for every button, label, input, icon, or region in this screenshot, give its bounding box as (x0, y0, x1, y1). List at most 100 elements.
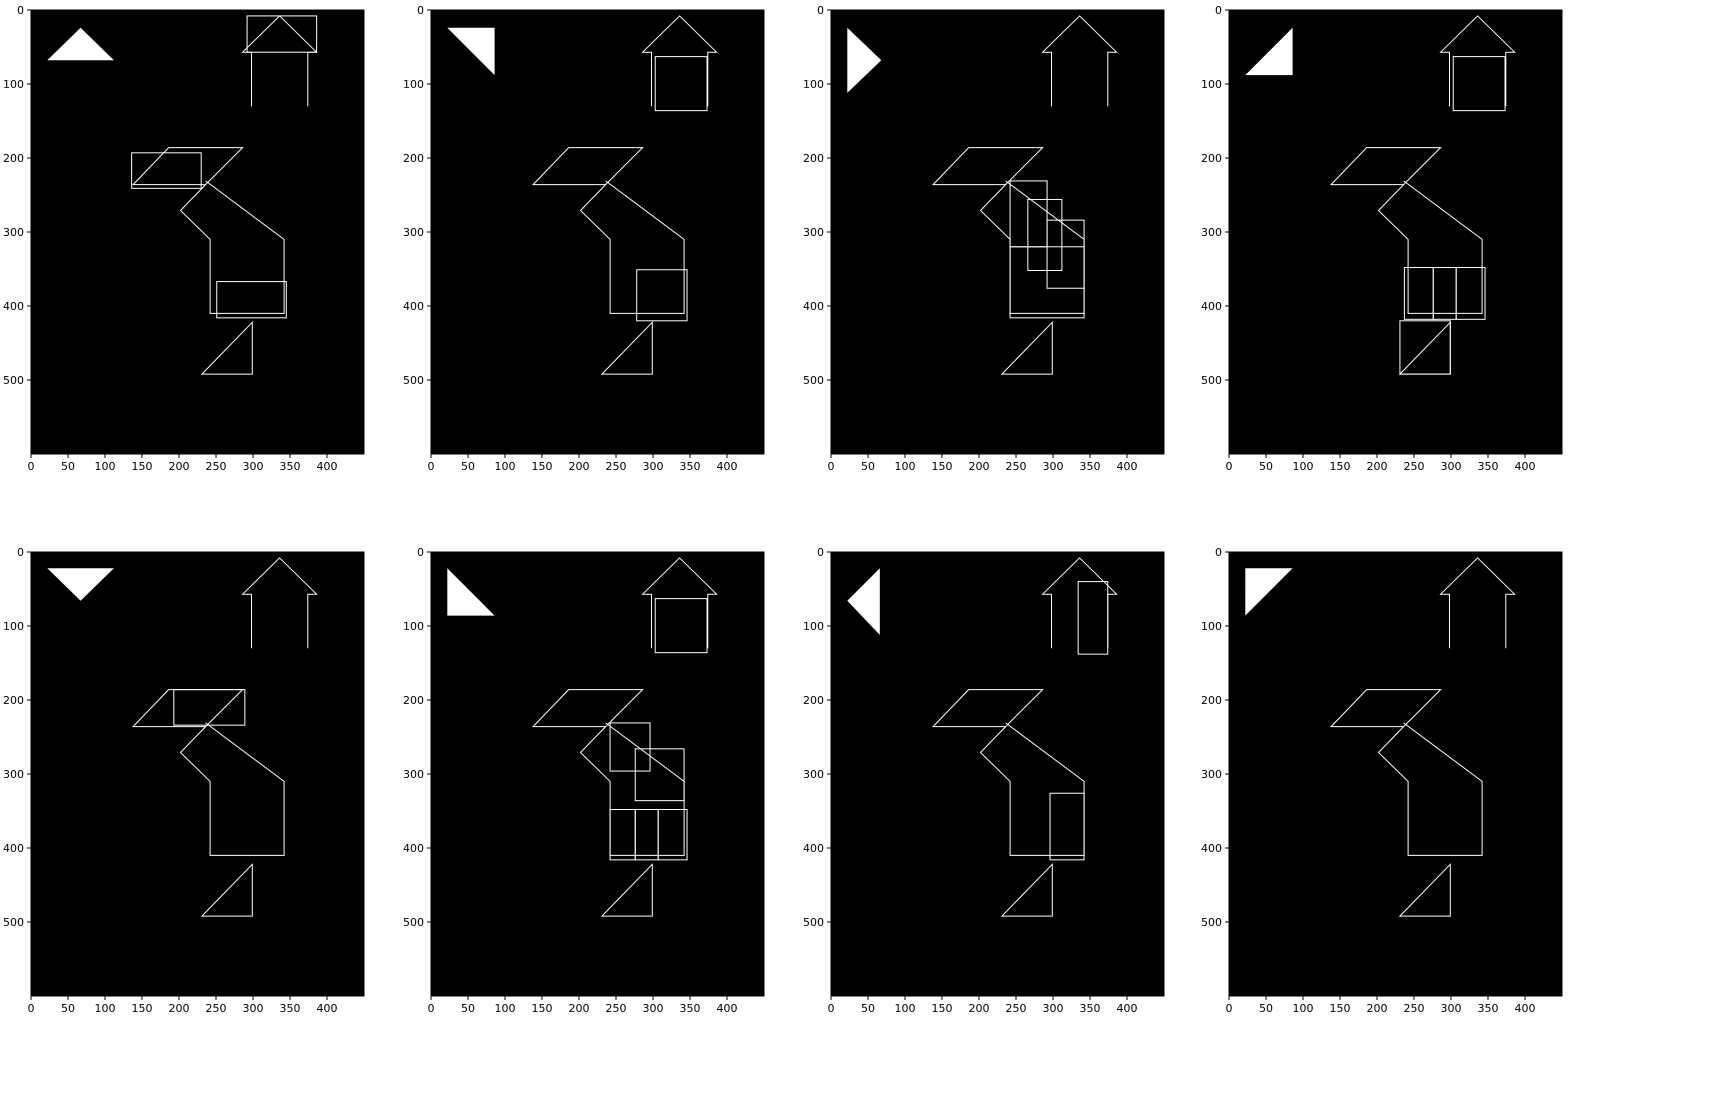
x-tick-label: 0 (428, 460, 435, 473)
panel-6: 0 50 100 150 200 250 300 350 400 0 100 200 300 400 500 (403, 546, 765, 1015)
x-tick-label: 300 (1043, 460, 1064, 473)
y-tick-label: 500 (803, 374, 824, 387)
x-tick-label: 100 (1293, 1002, 1314, 1015)
house-outline (641, 15, 718, 107)
x-tick-label: 0 (28, 1002, 35, 1015)
y-tick-label: 300 (1201, 768, 1222, 781)
x-tick-label: 250 (206, 460, 227, 473)
x-tick-label: 100 (495, 1002, 516, 1015)
plot-background (431, 10, 764, 454)
house-outline (1439, 15, 1516, 107)
y-tick-label: 300 (803, 226, 824, 239)
plot-background (831, 10, 1164, 454)
y-tick-label: 0 (417, 546, 424, 559)
y-tick-label: 400 (803, 300, 824, 313)
x-tick-label: 350 (680, 1002, 701, 1015)
plot-background (31, 552, 364, 996)
x-tick-label: 100 (95, 1002, 116, 1015)
x-tick-label: 100 (495, 460, 516, 473)
y-tick-label: 0 (417, 4, 424, 17)
y-tick-label: 0 (817, 546, 824, 559)
x-tick-label: 200 (969, 460, 990, 473)
x-tick-label: 0 (28, 460, 35, 473)
x-tick-label: 250 (1006, 1002, 1027, 1015)
candidate-box (1455, 267, 1486, 320)
x-tick-label: 300 (243, 1002, 264, 1015)
x-tick-label: 50 (461, 460, 475, 473)
candidate-box (1049, 792, 1085, 861)
candidate-box (1399, 320, 1451, 375)
candidate-box (131, 152, 202, 189)
y-tick-label: 300 (1201, 226, 1222, 239)
panel-8: 0 50 100 150 200 250 300 350 400 0 100 200 300 400 500 (1201, 546, 1563, 1015)
x-tick-label: 200 (1367, 1002, 1388, 1015)
y-tick-label: 300 (803, 768, 824, 781)
x-tick-label: 300 (1043, 1002, 1064, 1015)
x-tick-label: 150 (132, 1002, 153, 1015)
x-tick-label: 400 (317, 460, 338, 473)
y-tick-label: 300 (3, 226, 24, 239)
y-tick-label: 400 (803, 842, 824, 855)
x-tick-label: 400 (1515, 460, 1536, 473)
small-triangle-outline (1398, 863, 1451, 917)
plot-background (31, 10, 364, 454)
small-triangle-outline (200, 863, 253, 917)
y-tick-label: 300 (403, 768, 424, 781)
x-tick-label: 200 (569, 1002, 590, 1015)
x-tick-label: 0 (828, 460, 835, 473)
x-tick-label: 100 (895, 460, 916, 473)
y-tick-label: 500 (3, 374, 24, 387)
small-triangle-outline (600, 863, 653, 917)
panel-4: 0 50 100 150 200 250 300 350 400 0 100 200 300 400 500 (1201, 4, 1563, 473)
x-tick-label: 250 (606, 1002, 627, 1015)
y-tick-label: 400 (3, 300, 24, 313)
x-tick-label: 300 (1441, 460, 1462, 473)
x-tick-label: 300 (243, 460, 264, 473)
x-tick-label: 0 (1226, 460, 1233, 473)
candidate-box (1452, 56, 1506, 112)
plot-background (1229, 10, 1562, 454)
y-tick-label: 0 (1215, 546, 1222, 559)
y-tick-label: 500 (3, 916, 24, 929)
small-triangle-outline (1000, 321, 1053, 375)
house-outline (1439, 557, 1516, 649)
x-tick-label: 50 (1259, 460, 1273, 473)
house-outline (241, 557, 318, 649)
y-tick-label: 200 (1201, 152, 1222, 165)
y-tick-label: 100 (1201, 620, 1222, 633)
y-tick-label: 400 (403, 300, 424, 313)
x-tick-label: 0 (828, 1002, 835, 1015)
y-tick-label: 400 (1201, 300, 1222, 313)
corner-triangle (447, 568, 495, 616)
parallelogram-outline (931, 147, 1044, 186)
x-tick-label: 350 (280, 460, 301, 473)
x-tick-label: 350 (1080, 460, 1101, 473)
x-tick-label: 50 (61, 1002, 75, 1015)
candidate-box (1027, 198, 1063, 271)
y-tick-label: 100 (403, 620, 424, 633)
y-tick-label: 100 (1201, 78, 1222, 91)
panel-1: 0 50 100 150 200 250 300 350 400 0 100 200 300 400 500 (3, 4, 365, 473)
x-tick-label: 100 (895, 1002, 916, 1015)
y-tick-label: 200 (1201, 694, 1222, 707)
panel-3: 0 50 100 150 200 250 300 350 400 0 100 200 300 400 500 (803, 4, 1165, 473)
x-tick-label: 250 (606, 460, 627, 473)
x-tick-label: 50 (461, 1002, 475, 1015)
parallelogram-outline (531, 147, 644, 186)
x-tick-label: 250 (206, 1002, 227, 1015)
x-tick-label: 150 (132, 460, 153, 473)
x-tick-label: 350 (280, 1002, 301, 1015)
x-tick-label: 250 (1404, 460, 1425, 473)
panel-5: 0 50 100 150 200 250 300 350 400 0 100 200 300 400 500 (3, 546, 365, 1015)
x-tick-label: 350 (1478, 460, 1499, 473)
y-tick-label: 100 (803, 78, 824, 91)
candidate-box (636, 269, 688, 322)
small-triangle-outline (600, 321, 653, 375)
candidate-box (634, 748, 685, 802)
y-tick-label: 500 (403, 374, 424, 387)
x-tick-label: 350 (1080, 1002, 1101, 1015)
x-tick-label: 150 (932, 1002, 953, 1015)
y-tick-label: 500 (1201, 374, 1222, 387)
candidate-box (609, 722, 651, 772)
y-tick-label: 300 (3, 768, 24, 781)
